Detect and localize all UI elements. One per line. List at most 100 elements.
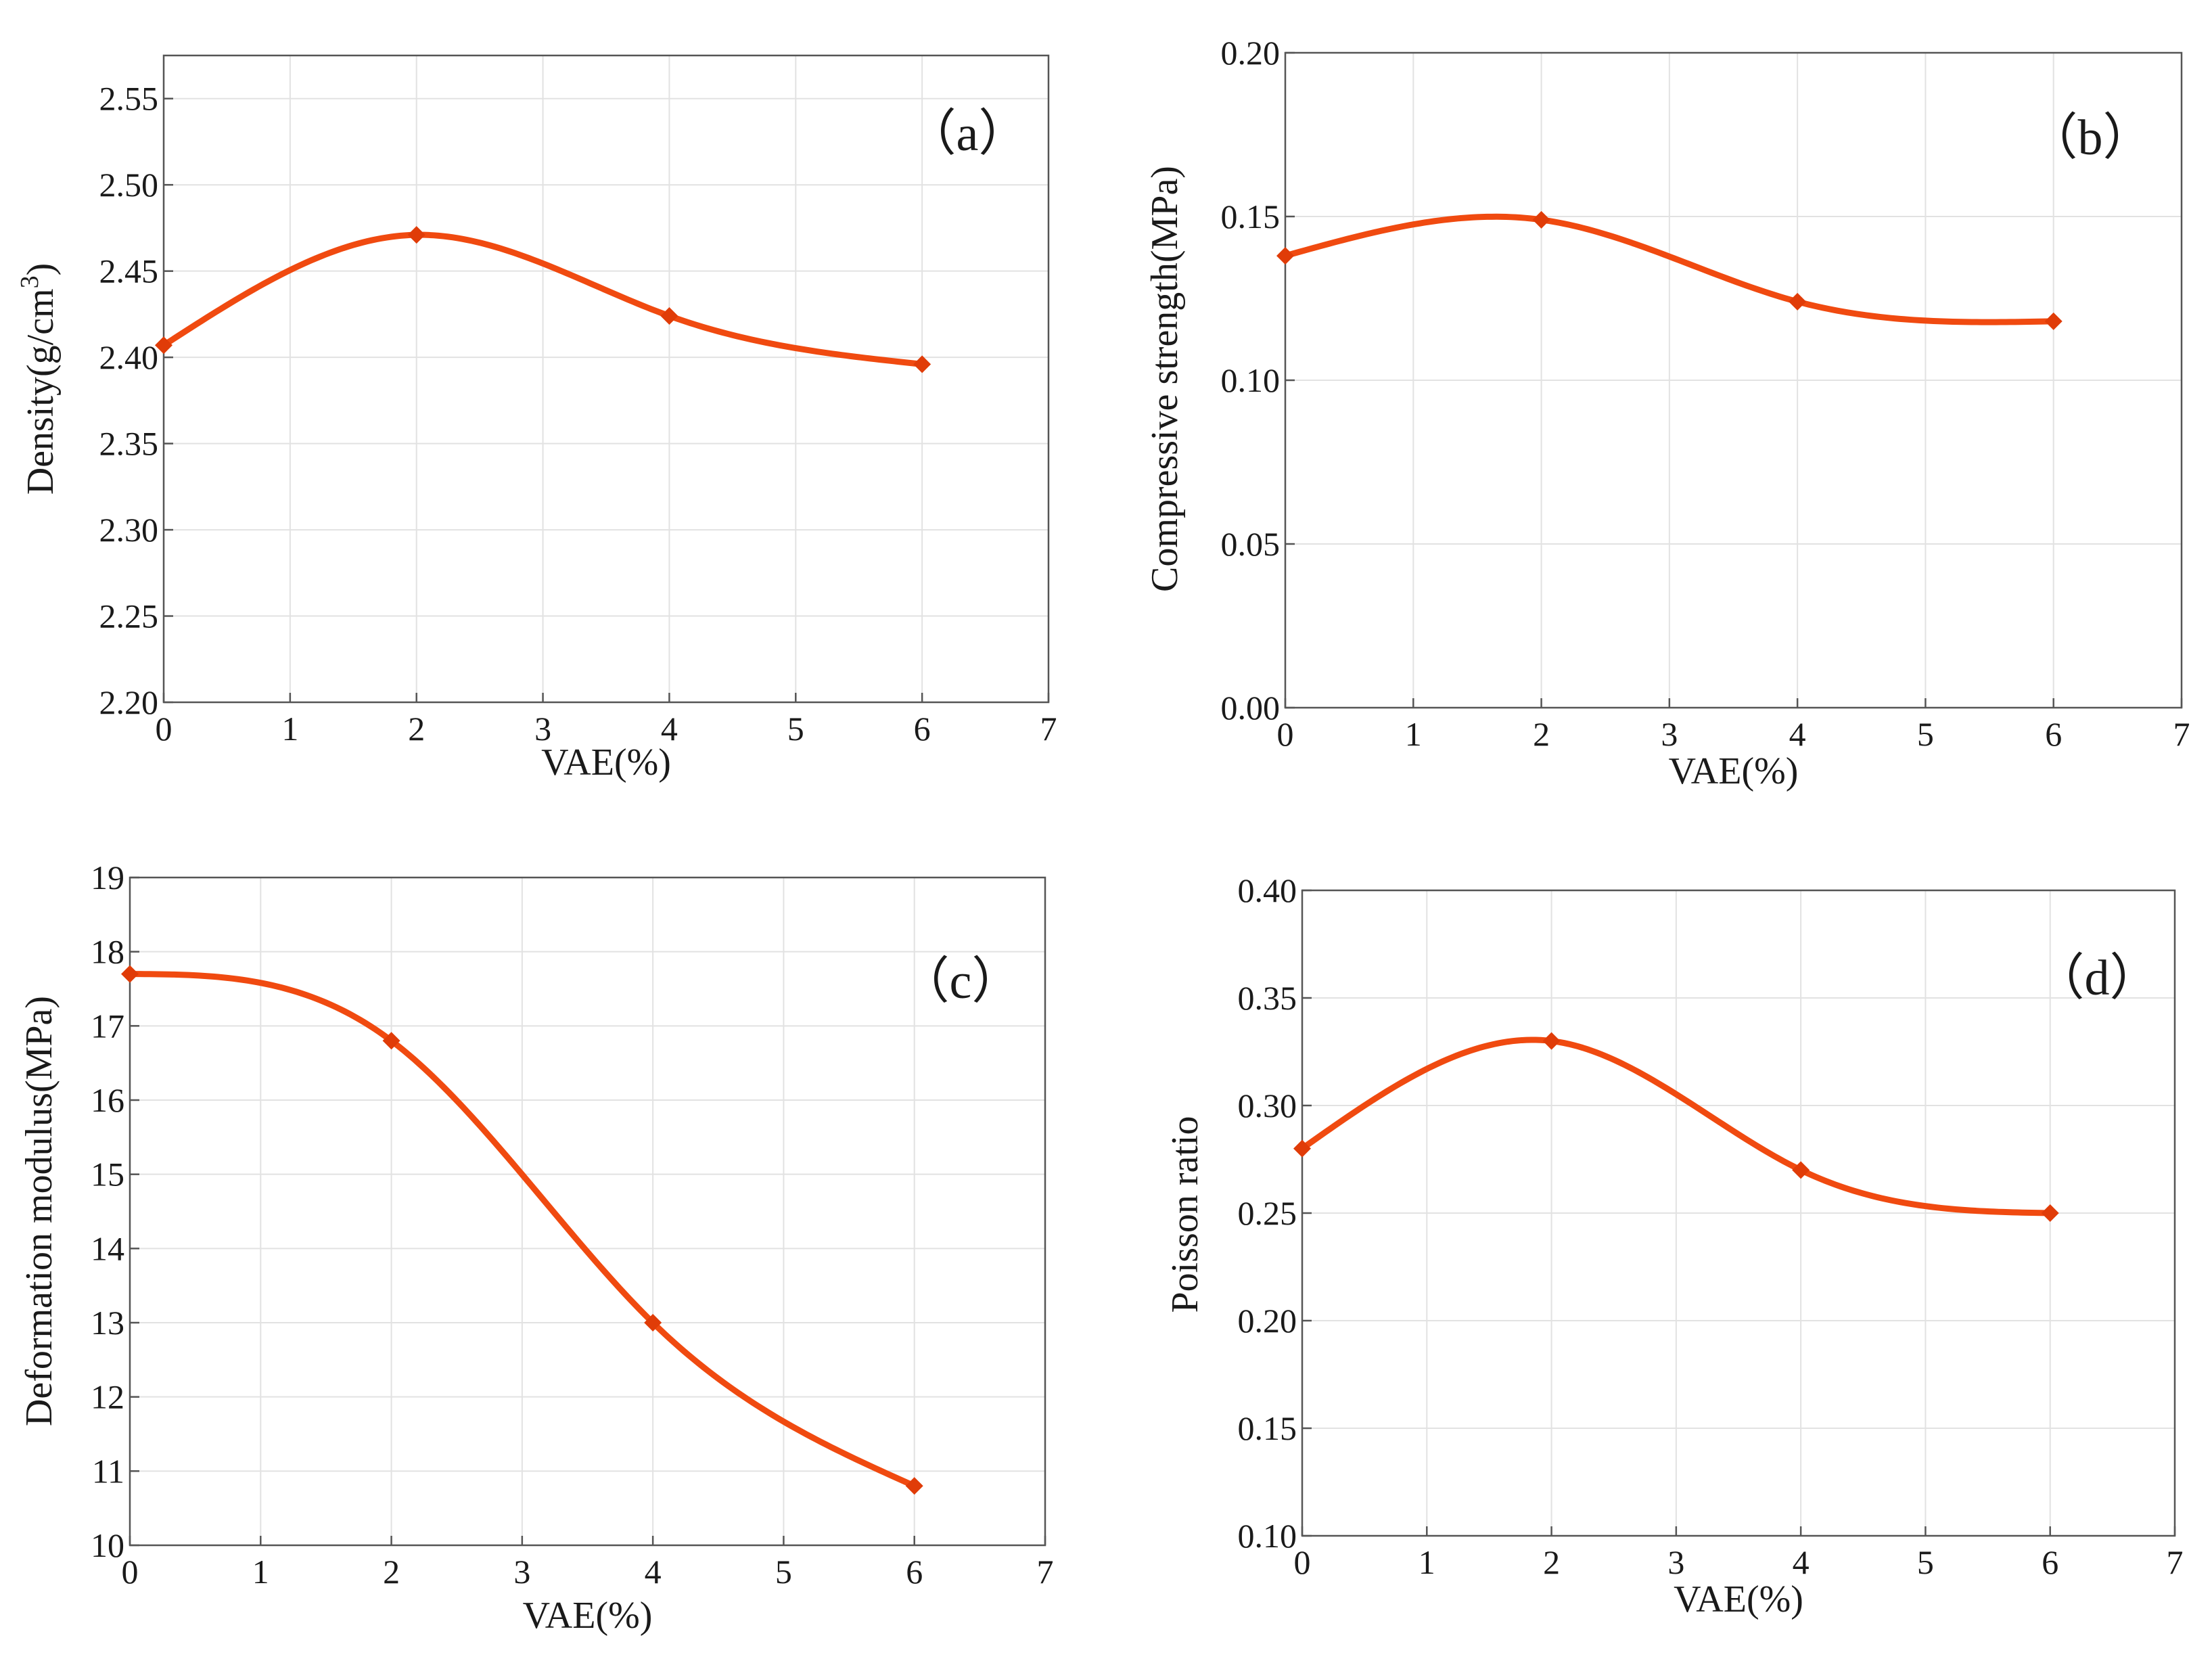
- data-point-marker: [382, 1032, 400, 1050]
- data-point-marker: [155, 336, 172, 355]
- x-tick-label: 7: [1040, 710, 1057, 748]
- x-tick-label: 3: [1661, 715, 1678, 753]
- y-tick-label: 14: [91, 1229, 124, 1267]
- x-axis-label: VAE(%): [1669, 750, 1799, 792]
- x-tick-label: 3: [513, 1553, 530, 1591]
- panel-label: （d）: [2035, 951, 2160, 1006]
- panel-label: （b）: [2028, 110, 2153, 166]
- x-tick-label: 5: [1917, 1543, 1934, 1581]
- y-tick-label: 0.05: [1221, 525, 1281, 563]
- y-tick-label: 0.15: [1221, 198, 1281, 235]
- y-tick-label: 0.30: [1238, 1087, 1297, 1124]
- y-tick-label: 0.20: [1221, 34, 1281, 72]
- data-point-marker: [1792, 1161, 1810, 1179]
- y-axis-label: Density(g/cm3): [16, 263, 62, 495]
- y-tick-label: 0.10: [1221, 361, 1281, 399]
- chart-panel-1: 0 1 2 3 4 5 6 7 0.00 0.05 0.10 0.15 0.20 VAE(%) Compre…: [1144, 34, 2190, 792]
- x-tick-label: 5: [775, 1553, 792, 1591]
- data-point-marker: [1532, 210, 1550, 229]
- x-tick-label: 4: [1789, 715, 1806, 753]
- data-point-marker: [660, 306, 678, 325]
- x-tick-label: 6: [2042, 1543, 2058, 1581]
- y-tick-label: 0.25: [1238, 1194, 1297, 1232]
- data-point-marker: [2041, 1204, 2059, 1222]
- data-point-marker: [407, 226, 425, 244]
- y-tick-label: 0.10: [1238, 1517, 1297, 1555]
- y-tick-label: 2.40: [99, 338, 159, 376]
- x-tick-label: 0: [122, 1553, 139, 1591]
- series-line: [126, 971, 918, 1489]
- y-tick-label: 17: [91, 1007, 124, 1045]
- y-tick-label: 2.55: [99, 80, 159, 118]
- panel-label: （c）: [900, 954, 1022, 1009]
- x-tick-label: 5: [787, 710, 804, 748]
- x-tick-label: 7: [2167, 1543, 2184, 1581]
- x-tick-label: 2: [383, 1553, 400, 1591]
- x-tick-label: 6: [914, 710, 931, 748]
- y-tick-label: 0.20: [1238, 1302, 1297, 1340]
- data-point-marker: [905, 1477, 923, 1495]
- x-tick-label: 4: [661, 710, 678, 748]
- data-point-marker: [1789, 292, 1807, 311]
- y-tick-label: 19: [91, 859, 124, 896]
- y-tick-label: 2.20: [99, 683, 159, 721]
- chart-panel-0: 0 1 2 3 4 5 6 7 2.20 2.25 2.30 2.35 2.40 2.45 2.50 2.55…: [16, 54, 1057, 783]
- data-point-marker: [1542, 1032, 1561, 1050]
- data-point-marker: [913, 355, 931, 373]
- x-tick-label: 7: [2173, 715, 2190, 753]
- series-line: [160, 231, 925, 367]
- x-tick-label: 1: [1419, 1543, 1435, 1581]
- y-tick-label: 0.00: [1221, 689, 1281, 727]
- y-tick-label: 2.50: [99, 166, 159, 204]
- x-tick-label: 7: [1037, 1553, 1054, 1591]
- chart-panel-3: 0 1 2 3 4 5 6 7 0.10 0.15 0.20 0.25 0.30 0.35 0.40 VAE(…: [1164, 871, 2184, 1620]
- plot-frame: [162, 54, 1050, 704]
- y-axis-label: Poisson ratio: [1164, 1116, 1206, 1313]
- x-tick-label: 3: [1667, 1543, 1684, 1581]
- x-tick-label: 1: [281, 710, 298, 748]
- x-tick-label: 2: [1533, 715, 1550, 753]
- x-tick-label: 1: [252, 1553, 269, 1591]
- y-tick-label: 2.35: [99, 425, 159, 463]
- y-tick-label: 15: [91, 1156, 124, 1193]
- panel-label: （a）: [906, 106, 1029, 162]
- y-tick-label: 13: [91, 1304, 124, 1342]
- y-tick-label: 0.40: [1238, 871, 1297, 909]
- x-axis-label: VAE(%): [523, 1595, 653, 1637]
- y-tick-label: 11: [92, 1452, 124, 1490]
- x-tick-label: 2: [1543, 1543, 1560, 1581]
- x-tick-label: 2: [408, 710, 425, 748]
- y-tick-label: 2.25: [99, 597, 159, 635]
- x-axis-label: VAE(%): [1674, 1578, 1803, 1620]
- data-point-marker: [121, 965, 139, 983]
- y-tick-label: 2.45: [99, 252, 159, 290]
- chart-panel-2: 0 1 2 3 4 5 6 710111213141516171819VAE(%)Deform…: [18, 859, 1054, 1637]
- x-tick-label: 5: [1917, 715, 1934, 753]
- y-tick-label: 0.15: [1238, 1409, 1297, 1447]
- x-tick-label: 0: [156, 710, 172, 748]
- y-tick-label: 16: [91, 1081, 124, 1119]
- data-point-marker: [1293, 1139, 1311, 1158]
- y-tick-label: 18: [91, 933, 124, 971]
- y-axis-label: Deformation modulus(MPa): [18, 996, 60, 1426]
- data-point-marker: [1276, 247, 1294, 265]
- data-point-marker: [644, 1314, 662, 1331]
- x-tick-label: 3: [534, 710, 551, 748]
- x-tick-label: 0: [1294, 1543, 1311, 1581]
- series-line: [1299, 1036, 2054, 1216]
- x-tick-label: 4: [1793, 1543, 1810, 1581]
- x-tick-label: 0: [1277, 715, 1294, 753]
- x-tick-label: 6: [2045, 715, 2062, 753]
- y-tick-label: 2.30: [99, 511, 159, 549]
- series-line: [1282, 213, 2057, 325]
- x-tick-label: 1: [1405, 715, 1422, 753]
- x-tick-label: 6: [906, 1553, 923, 1591]
- y-tick-label: 12: [91, 1378, 124, 1416]
- x-tick-label: 4: [645, 1553, 662, 1591]
- data-point-marker: [2044, 312, 2063, 330]
- y-tick-label: 0.35: [1238, 979, 1297, 1017]
- plot-frame: [129, 876, 1046, 1547]
- y-tick-label: 10: [91, 1526, 124, 1564]
- x-axis-label: VAE(%): [541, 742, 671, 783]
